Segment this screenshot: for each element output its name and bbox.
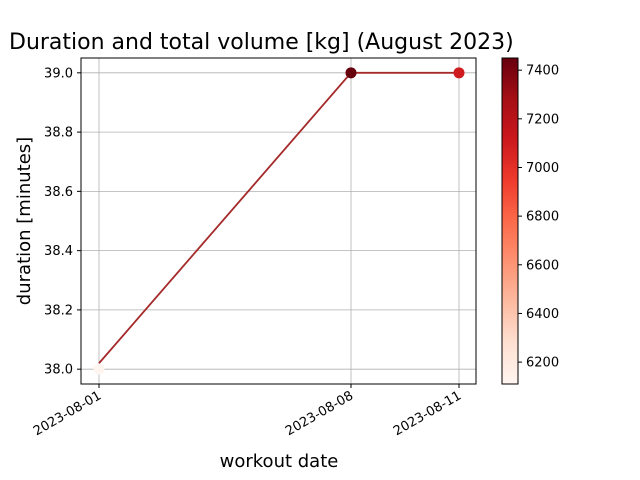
series-line [98,71,459,364]
y-tick-label: 38.4 [44,244,73,259]
y-tick-label: 38.6 [44,185,73,200]
x-tick-label: 2023-08-08 [283,388,356,439]
colorbar-ticks: 6200 6400 6600 6800 7000 7200 7400 [518,64,559,371]
colorbar-tick-label: 6600 [526,258,559,273]
y-tick-label: 39.0 [44,66,73,81]
y-tick-label: 38.8 [44,126,73,141]
chart-title: Duration and total volume [kg] (August 2… [9,30,514,55]
colorbar-tick-label: 7000 [526,161,559,176]
y-axis: 38.0 38.2 38.4 38.6 38.8 39.0 [44,66,81,378]
x-axis-label: workout date [220,451,339,472]
data-point [453,67,465,79]
y-axis-label: duration [minutes] [14,137,35,305]
y-tick-label: 38.0 [44,363,73,378]
colorbar-tick-label: 6800 [526,210,559,225]
x-tick-label: 2023-08-01 [31,388,104,439]
plot-frame [80,57,477,385]
x-axis: 2023-08-01 2023-08-08 2023-08-11 [31,384,464,439]
grid-lines [81,58,476,384]
colorbar-tick-label: 7200 [526,112,559,127]
data-point [93,363,105,375]
colorbar-tick-label: 7400 [526,64,559,79]
colorbar: 6200 6400 6600 6800 7000 7200 7400 [501,57,559,385]
colorbar-gradient [501,57,519,385]
data-point [345,67,357,79]
plot-area [93,67,465,375]
x-tick-label: 2023-08-11 [391,388,464,439]
colorbar-tick-label: 6200 [526,356,559,371]
y-tick-label: 38.2 [44,303,73,318]
colorbar-tick-label: 6400 [526,307,559,322]
